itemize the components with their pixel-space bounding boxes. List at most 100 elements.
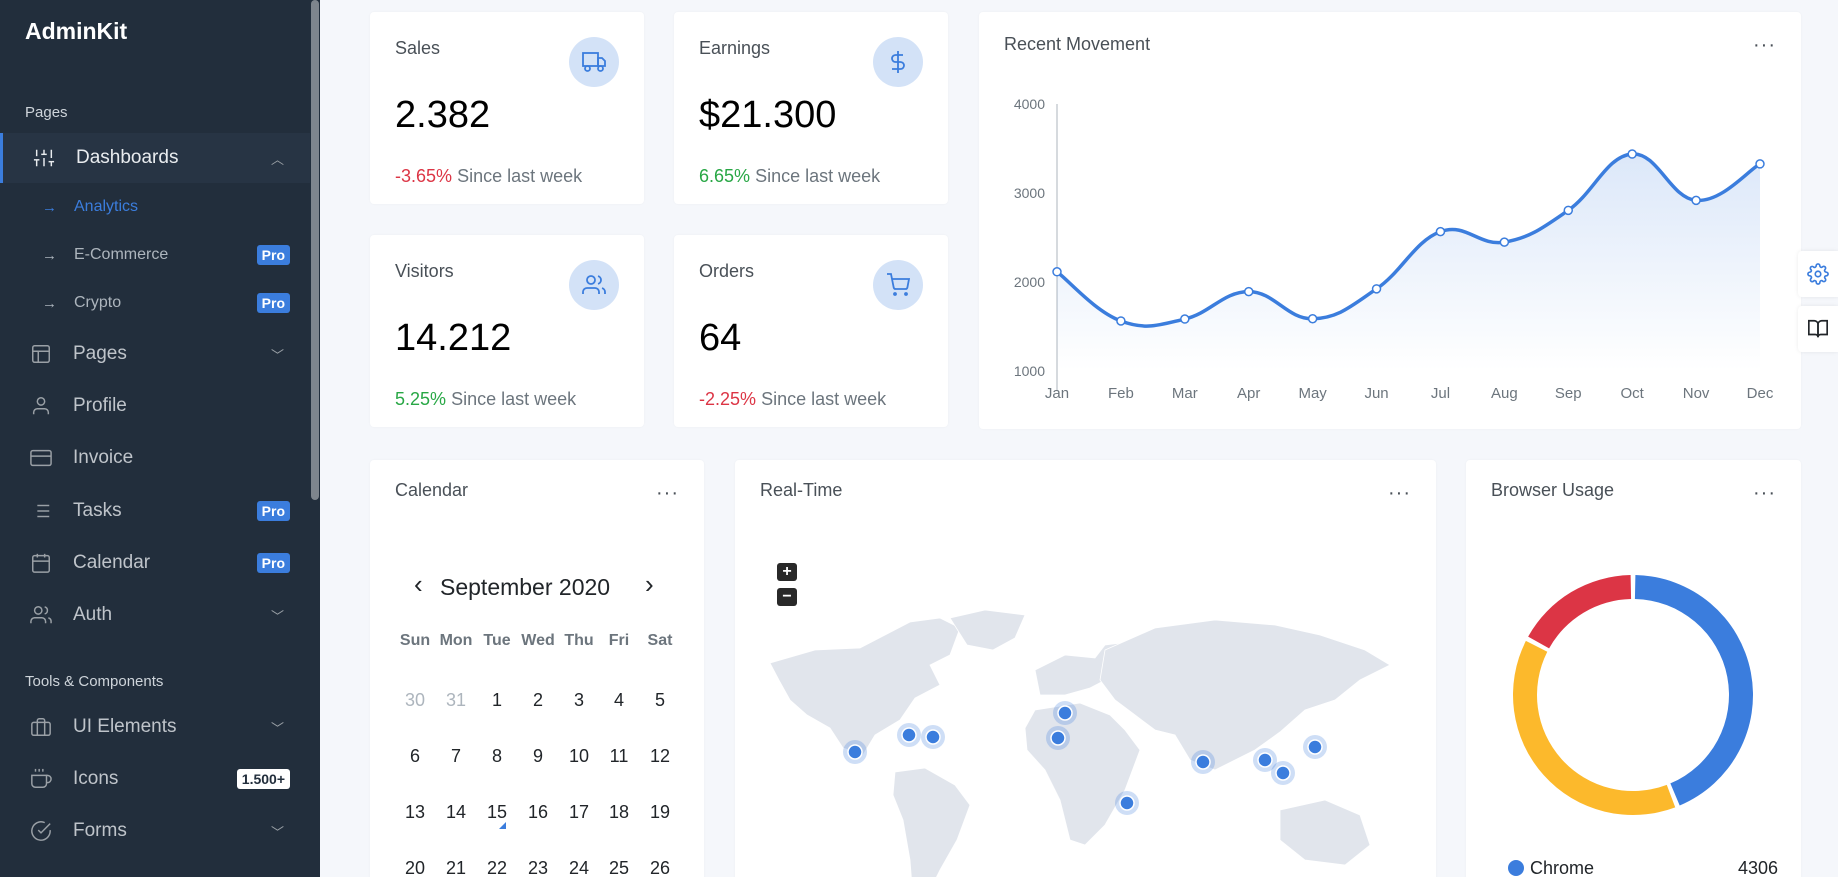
calendar-day[interactable]: 1: [491, 690, 502, 710]
world-map[interactable]: [735, 460, 1436, 877]
layout-icon: [30, 343, 52, 365]
sidebar-subitem-crypto[interactable]: → Crypto Pro: [0, 283, 310, 323]
calendar-day[interactable]: 21: [445, 858, 467, 877]
calendar-day[interactable]: 3: [573, 690, 584, 710]
more-menu-icon[interactable]: ···: [656, 482, 679, 504]
chevron-down-icon: ﹀: [270, 720, 284, 736]
series-area: [1057, 153, 1760, 371]
list-icon: [30, 500, 52, 522]
card-title: Calendar: [395, 480, 469, 500]
calendar-day[interactable]: 25: [608, 858, 630, 877]
sidebar-item-label: Forms: [73, 820, 127, 841]
browser-usage-card: Browser Usage ··· Chrome 4306: [1466, 460, 1801, 877]
card-title: Recent Movement: [1004, 34, 1151, 54]
sidebar-item-pages[interactable]: Pages ﹀: [0, 329, 310, 379]
card-title: Real-Time: [760, 480, 843, 500]
sidebar-item-icons[interactable]: Icons 1.500+: [0, 754, 310, 804]
sidebar-item-invoice[interactable]: Invoice: [0, 433, 310, 483]
data-point: [1180, 314, 1190, 324]
data-point: [1307, 314, 1318, 324]
calendar-prev-button[interactable]: ‹: [414, 569, 423, 599]
calendar-day[interactable]: 23: [527, 858, 549, 877]
calendar-day[interactable]: 6: [409, 746, 420, 766]
stat-value: 64: [699, 317, 742, 359]
sidebar-subitem-label: Analytics: [74, 198, 139, 215]
sidebar-subitem-ecommerce[interactable]: → E-Commerce Pro: [0, 235, 310, 275]
more-menu-icon[interactable]: ···: [1753, 482, 1776, 504]
location-marker: [847, 744, 863, 760]
data-point: [1691, 195, 1701, 206]
calendar-day[interactable]: 12: [649, 746, 671, 766]
coffee-icon: [30, 768, 52, 790]
earnings-card: Earnings $21.300 6.65% Since last week: [674, 12, 948, 204]
asia: [1099, 619, 1391, 771]
users-icon: [30, 604, 52, 626]
calendar-day[interactable]: 31: [445, 690, 467, 710]
calendar-weekday: Mon: [439, 632, 473, 649]
sidebar-item-label: UI Elements: [73, 716, 177, 737]
calendar-day[interactable]: 22: [486, 858, 508, 877]
calendar-next-button[interactable]: ›: [645, 569, 654, 599]
sidebar-scrollbar[interactable]: [310, 0, 320, 877]
sales-card: Sales 2.382 -3.65% Since last week: [370, 12, 644, 204]
stat-value: 2.382: [395, 94, 491, 136]
brand-logo[interactable]: AdminKit: [25, 18, 128, 44]
zoom-in-button[interactable]: +: [777, 563, 797, 581]
book-open-icon: [1808, 319, 1828, 338]
pro-badge: Pro: [256, 245, 290, 265]
calendar-day[interactable]: 24: [568, 858, 590, 877]
sidebar-item-label: Tasks: [73, 500, 122, 521]
sidebar-item-forms[interactable]: Forms ﹀: [0, 806, 310, 856]
calendar-day[interactable]: 20: [404, 858, 426, 877]
location-marker: [901, 727, 917, 743]
stat-change: 6.65%: [699, 166, 751, 186]
sidebar-item-tasks[interactable]: Tasks Pro: [0, 486, 310, 536]
calendar-day[interactable]: 19: [649, 802, 671, 822]
calendar-day[interactable]: 5: [654, 690, 665, 710]
calendar-day[interactable]: 15: [486, 802, 508, 822]
calendar-day[interactable]: 2: [532, 690, 543, 710]
sidebar-item-label: Icons: [73, 768, 119, 789]
sidebar-item-label: Profile: [73, 395, 127, 416]
calendar-day[interactable]: 30: [404, 690, 426, 710]
legend-label: Chrome: [1530, 858, 1595, 877]
donut-slice-chrome: [1634, 575, 1753, 806]
donut-slice-firefox: [1513, 640, 1676, 815]
calendar-day[interactable]: 10: [568, 746, 590, 766]
arrow-right-icon: →: [42, 198, 57, 216]
arrow-right-icon: →: [42, 246, 57, 264]
calendar-day[interactable]: 17: [568, 802, 590, 822]
sidebar-item-ui-elements[interactable]: UI Elements ﹀: [0, 702, 310, 752]
sidebar-item-auth[interactable]: Auth ﹀: [0, 590, 310, 640]
stat-since: Since last week: [457, 166, 583, 186]
legend-dot-icon: [1508, 860, 1524, 876]
data-point: [1116, 316, 1126, 326]
calendar-day[interactable]: 16: [527, 802, 549, 822]
sidebar-item-calendar[interactable]: Calendar Pro: [0, 538, 310, 588]
sidebar-item-profile[interactable]: Profile: [0, 381, 310, 431]
calendar-day[interactable]: 26: [649, 858, 671, 877]
calendar-day[interactable]: 11: [609, 746, 629, 766]
calendar-day[interactable]: 4: [613, 690, 624, 710]
sidebar-item-label: Pages: [73, 343, 127, 364]
location-marker: [1307, 739, 1323, 755]
calendar-day[interactable]: 14: [445, 802, 467, 822]
settings-tab[interactable]: [1798, 251, 1838, 297]
chevron-up-icon: ︿: [270, 151, 284, 167]
calendar-day[interactable]: 13: [404, 802, 426, 822]
calendar-day[interactable]: 8: [491, 746, 502, 766]
data-point: [1371, 284, 1382, 294]
calendar-day[interactable]: 18: [608, 802, 630, 822]
sidebar-subitem-analytics[interactable]: → Analytics: [0, 187, 310, 227]
calendar-day[interactable]: 9: [532, 746, 543, 766]
zoom-out-button[interactable]: −: [777, 588, 797, 606]
location-marker: [925, 729, 941, 745]
data-point: [1563, 205, 1574, 216]
sidebar-item-dashboards[interactable]: Dashboards ︿: [0, 133, 310, 183]
scrollbar-thumb[interactable]: [311, 0, 319, 500]
calendar-month-title: September 2020: [440, 574, 611, 600]
docs-tab[interactable]: [1798, 306, 1838, 352]
sidebar-item-label: Calendar: [73, 552, 151, 573]
calendar-day[interactable]: 7: [450, 746, 461, 766]
x-tick-label: May: [1298, 385, 1327, 402]
